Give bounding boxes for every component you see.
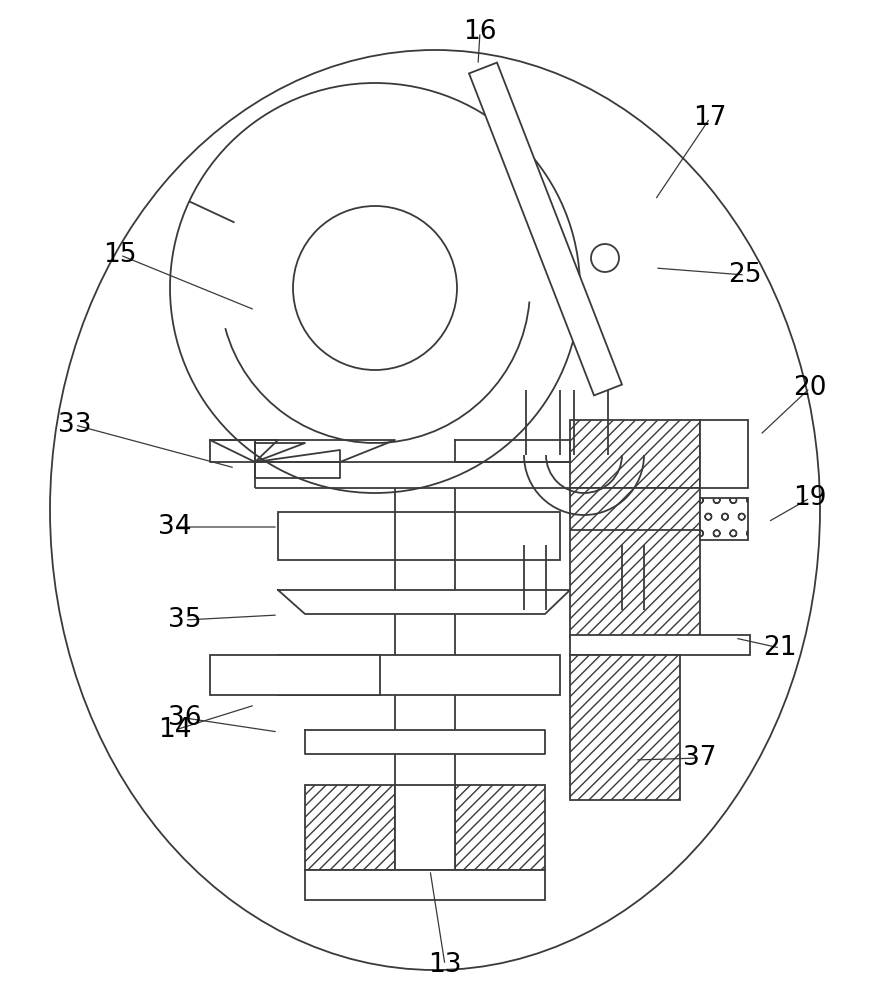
Text: 21: 21	[764, 635, 797, 661]
Text: 37: 37	[684, 745, 716, 771]
Text: 13: 13	[428, 952, 462, 978]
Text: 16: 16	[464, 19, 497, 45]
Ellipse shape	[50, 50, 820, 970]
Bar	[278, 512, 560, 560]
Text: 36: 36	[168, 705, 202, 731]
Circle shape	[591, 244, 619, 272]
Text: 35: 35	[168, 607, 202, 633]
Bar	[395, 785, 455, 870]
Text: 17: 17	[693, 105, 727, 131]
Text: 19: 19	[793, 485, 827, 511]
Polygon shape	[455, 785, 545, 870]
Text: 34: 34	[158, 514, 191, 540]
Bar	[278, 655, 560, 695]
Polygon shape	[700, 498, 748, 540]
Bar	[570, 635, 750, 655]
Text: 15: 15	[103, 242, 137, 268]
Polygon shape	[570, 655, 680, 800]
Bar	[305, 870, 545, 900]
Bar	[700, 420, 748, 488]
Polygon shape	[305, 785, 395, 870]
Text: 33: 33	[58, 412, 92, 438]
Text: 14: 14	[158, 717, 191, 743]
Text: 20: 20	[793, 375, 827, 401]
Polygon shape	[570, 488, 700, 638]
Polygon shape	[570, 420, 700, 488]
Circle shape	[170, 83, 580, 493]
Text: 25: 25	[728, 262, 762, 288]
Circle shape	[293, 206, 457, 370]
Polygon shape	[469, 63, 622, 395]
Bar	[210, 655, 380, 695]
